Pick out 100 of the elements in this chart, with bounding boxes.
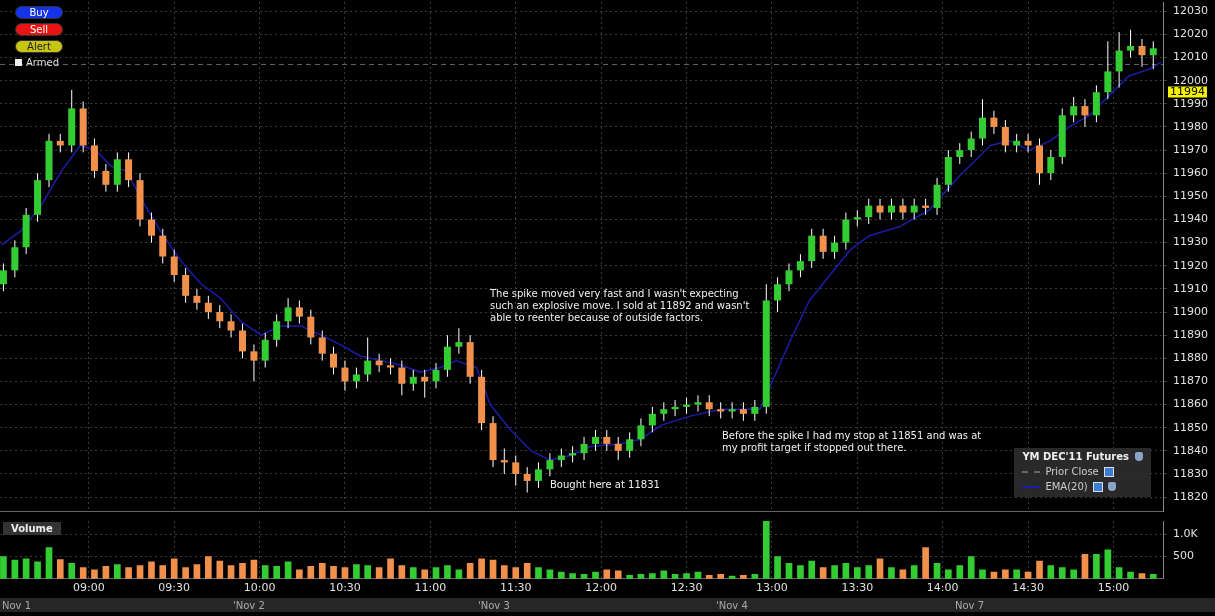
bar <box>660 570 668 579</box>
y-tick-label: 11930 <box>1173 235 1208 249</box>
x-tick-label: 13:00 <box>756 581 788 595</box>
legend-label: EMA(20) <box>1045 481 1088 492</box>
candlestick <box>580 436 588 461</box>
bar <box>0 556 7 579</box>
x-tick-label: 14:00 <box>926 581 959 595</box>
bar <box>1013 569 1020 579</box>
candlestick <box>1092 84 1100 123</box>
candlestick <box>330 346 338 375</box>
candlestick <box>398 360 406 396</box>
y-tick-label: 11980 <box>1173 119 1208 133</box>
x-tick-label: 11:30 <box>499 581 532 595</box>
y-tick-label: 11960 <box>1173 166 1208 180</box>
candlestick <box>273 313 281 348</box>
candlestick <box>626 431 634 459</box>
y-tick-label: 11990 <box>1173 96 1208 110</box>
bar <box>500 565 508 579</box>
candlestick <box>307 309 315 345</box>
bar <box>353 564 360 579</box>
bar <box>831 565 838 579</box>
candlestick <box>170 249 178 283</box>
bar <box>614 570 622 579</box>
y-tick-label: 11880 <box>1173 351 1208 365</box>
bar <box>569 573 576 579</box>
candlestick <box>933 177 941 216</box>
candlestick <box>443 334 451 378</box>
candlestick <box>284 297 292 329</box>
candlestick <box>227 313 235 338</box>
candlestick <box>796 253 804 278</box>
candlestick <box>1138 38 1146 68</box>
legend-label: Prior Close <box>1045 466 1099 477</box>
bar <box>34 561 41 579</box>
bar <box>967 556 975 579</box>
y-tick-label: 11950 <box>1173 189 1208 203</box>
bar <box>910 565 918 579</box>
candlestick <box>876 198 884 220</box>
candlestick <box>125 151 133 188</box>
candlestick <box>910 198 918 220</box>
candlestick <box>899 198 907 220</box>
y-tick-label: 12000 <box>1173 73 1208 87</box>
x-tick-label: 09:00 <box>72 581 105 595</box>
candlestick <box>147 212 155 244</box>
bar <box>512 567 520 579</box>
bar <box>205 556 212 579</box>
candlestick <box>1115 31 1123 89</box>
bar <box>762 521 770 579</box>
text: 'Nov 2 <box>233 599 265 611</box>
bar <box>273 566 280 579</box>
bar <box>216 560 224 579</box>
candlestick <box>1149 40 1157 70</box>
bar <box>1047 565 1055 579</box>
y-tick-label: 1.0K <box>1173 527 1199 541</box>
candlestick <box>512 454 520 487</box>
bar <box>945 569 952 579</box>
bar <box>774 556 781 579</box>
bar <box>182 567 189 579</box>
candlestick <box>887 198 895 220</box>
y-tick-label: 12030 <box>1173 4 1208 18</box>
y-tick-label: 11860 <box>1173 397 1208 411</box>
annotation: Before the spike I had my stop at 11851 and was at my profit target if stopped out there. <box>722 429 982 453</box>
x-tick-label: 10:30 <box>329 581 361 595</box>
candlestick <box>159 228 167 264</box>
candlestick <box>1104 40 1112 100</box>
candlestick <box>318 330 326 362</box>
x-tick-label: 15:00 <box>1097 581 1130 595</box>
y-tick-label: 12020 <box>1173 27 1208 41</box>
candlestick <box>216 304 224 329</box>
x-tick-label: 11:00 <box>414 581 447 595</box>
candlestick <box>352 367 360 389</box>
candlestick <box>546 452 554 477</box>
y-tick-label: 11900 <box>1173 304 1208 318</box>
candlestick <box>831 235 839 260</box>
y-tick-label: 11870 <box>1173 374 1208 388</box>
candlestick <box>295 299 303 325</box>
candlestick <box>842 212 850 251</box>
y-tick-label: 11820 <box>1173 489 1208 503</box>
bar <box>535 567 542 579</box>
bar <box>1036 560 1043 579</box>
candlestick <box>364 336 372 382</box>
y-tick-label: 11910 <box>1173 281 1208 295</box>
bar <box>261 565 269 579</box>
candlestick <box>1081 98 1089 128</box>
candlestick <box>819 228 827 260</box>
bar <box>523 562 531 579</box>
bar <box>421 569 429 579</box>
bar <box>1093 554 1100 579</box>
bar <box>683 573 690 579</box>
bar <box>170 558 178 579</box>
candlestick <box>637 417 645 447</box>
candlestick <box>250 343 258 382</box>
bar <box>478 558 485 579</box>
candlestick <box>728 401 736 419</box>
candlestick <box>261 332 269 369</box>
candlestick <box>603 429 611 452</box>
bar <box>307 566 315 579</box>
bar <box>409 567 417 579</box>
candlestick <box>1070 96 1078 123</box>
bar <box>797 565 804 579</box>
text: Nov 1 <box>2 599 32 611</box>
